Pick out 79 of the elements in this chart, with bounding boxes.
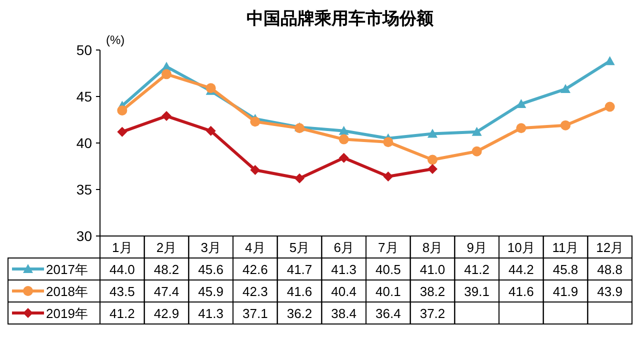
point [206, 83, 216, 94]
x-tick-label: 12月 [596, 240, 624, 255]
data-label: 47.4 [154, 284, 180, 299]
data-label: 41.9 [552, 284, 578, 299]
x-tick-label: 2月 [156, 240, 177, 255]
point [162, 111, 172, 122]
point [162, 69, 172, 80]
data-label: 41.7 [286, 262, 312, 277]
data-label: 45.9 [198, 284, 224, 299]
y-axis-title: (%) [106, 33, 125, 47]
data-label: 41.6 [508, 284, 534, 299]
data-label: 45.8 [552, 262, 578, 277]
point [428, 164, 438, 174]
data-label: 41.2 [110, 306, 135, 321]
data-label: 38.2 [420, 284, 446, 299]
y-tick-label: 30 [76, 228, 92, 244]
point [604, 56, 615, 66]
legend-label: 2018年 [46, 284, 88, 299]
data-label: 38.4 [331, 306, 356, 321]
data-label: 40.4 [331, 284, 356, 299]
point [338, 126, 349, 135]
x-tick-label: 4月 [245, 240, 266, 255]
point [338, 152, 349, 163]
y-tick-label: 40 [76, 135, 92, 151]
legend-label: 2019年 [46, 306, 88, 321]
data-label: 36.2 [286, 306, 312, 321]
y-tick-label: 35 [76, 182, 92, 198]
data-label: 42.9 [154, 306, 180, 321]
point [294, 173, 304, 184]
point [516, 98, 526, 108]
point [604, 102, 615, 112]
data-label: 39.1 [464, 284, 490, 299]
data-label: 44.2 [508, 262, 534, 277]
data-label: 48.2 [154, 262, 180, 277]
data-label: 45.6 [198, 262, 224, 277]
data-label: 41.0 [420, 262, 446, 277]
point [428, 154, 438, 165]
data-label: 36.4 [376, 306, 401, 321]
point [472, 126, 482, 136]
x-tick-label: 3月 [200, 240, 221, 255]
point [206, 126, 216, 136]
legend-label: 2017年 [46, 262, 88, 277]
data-label: 37.1 [242, 306, 268, 321]
y-tick-label: 45 [76, 88, 92, 104]
data-label: 43.5 [110, 284, 135, 299]
point [250, 116, 260, 127]
data-label: 41.6 [286, 284, 312, 299]
x-tick-label: 8月 [422, 240, 443, 255]
point [560, 120, 570, 130]
point [428, 128, 438, 138]
x-tick-label: 9月 [466, 240, 487, 255]
x-tick-label: 11月 [552, 240, 579, 255]
data-label: 37.2 [420, 306, 446, 321]
data-label: 44.0 [110, 262, 135, 277]
x-tick-label: 6月 [334, 240, 354, 255]
point [117, 105, 128, 116]
data-label: 48.8 [597, 262, 622, 277]
point [250, 164, 260, 175]
data-label: 40.1 [376, 284, 401, 299]
data-label: 41.3 [331, 262, 356, 277]
point [383, 137, 394, 148]
y-tick-label: 50 [76, 42, 92, 58]
data-label: 42.3 [242, 284, 268, 299]
point [560, 84, 570, 94]
x-tick-label: 1月 [112, 240, 132, 255]
chart-title: 中国品牌乘用车市场份额 [246, 9, 434, 28]
data-label: 40.5 [376, 262, 401, 277]
point [472, 146, 482, 156]
point [516, 123, 526, 134]
point [383, 171, 394, 182]
x-tick-label: 7月 [378, 240, 398, 255]
point [117, 126, 128, 137]
data-label: 41.2 [464, 262, 490, 277]
data-label: 43.9 [597, 284, 622, 299]
data-label: 41.3 [198, 306, 224, 321]
point [338, 134, 349, 144]
x-tick-label: 5月 [289, 240, 310, 255]
data-label: 42.6 [242, 262, 268, 277]
x-tick-label: 10月 [507, 240, 535, 255]
